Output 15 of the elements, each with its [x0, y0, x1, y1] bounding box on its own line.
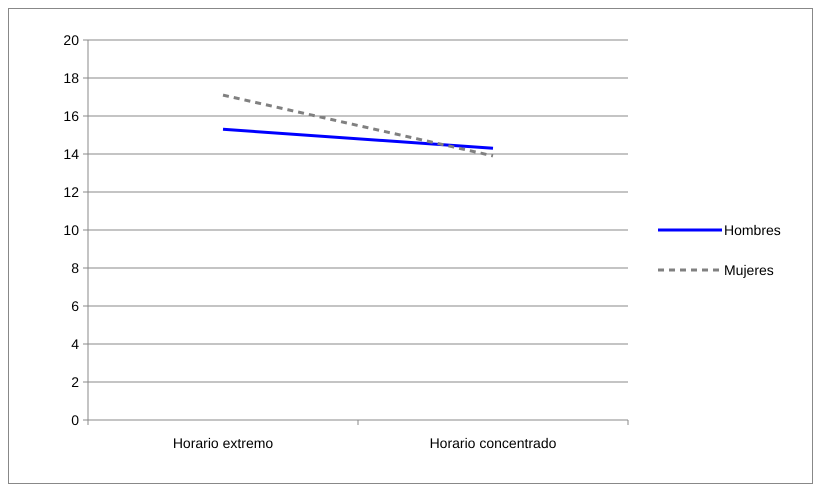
y-tick-label: 14 [63, 146, 80, 162]
y-tick-label: 18 [63, 70, 80, 86]
y-tick-label: 20 [63, 32, 80, 48]
x-tick-label: Horario extremo [172, 435, 274, 451]
y-tick-label: 8 [71, 260, 80, 276]
y-tick-label: 16 [63, 108, 80, 124]
y-tick-label: 4 [71, 336, 80, 352]
y-tick-label: 0 [71, 412, 80, 428]
y-tick-label: 12 [63, 184, 80, 200]
x-tick-label: Horario concentrado [430, 435, 557, 451]
legend-label: Hombres [724, 222, 781, 238]
y-tick-label: 10 [63, 222, 80, 238]
y-tick-label: 6 [71, 298, 80, 314]
y-tick-label: 2 [71, 374, 80, 390]
legend-label: Mujeres [724, 262, 774, 278]
